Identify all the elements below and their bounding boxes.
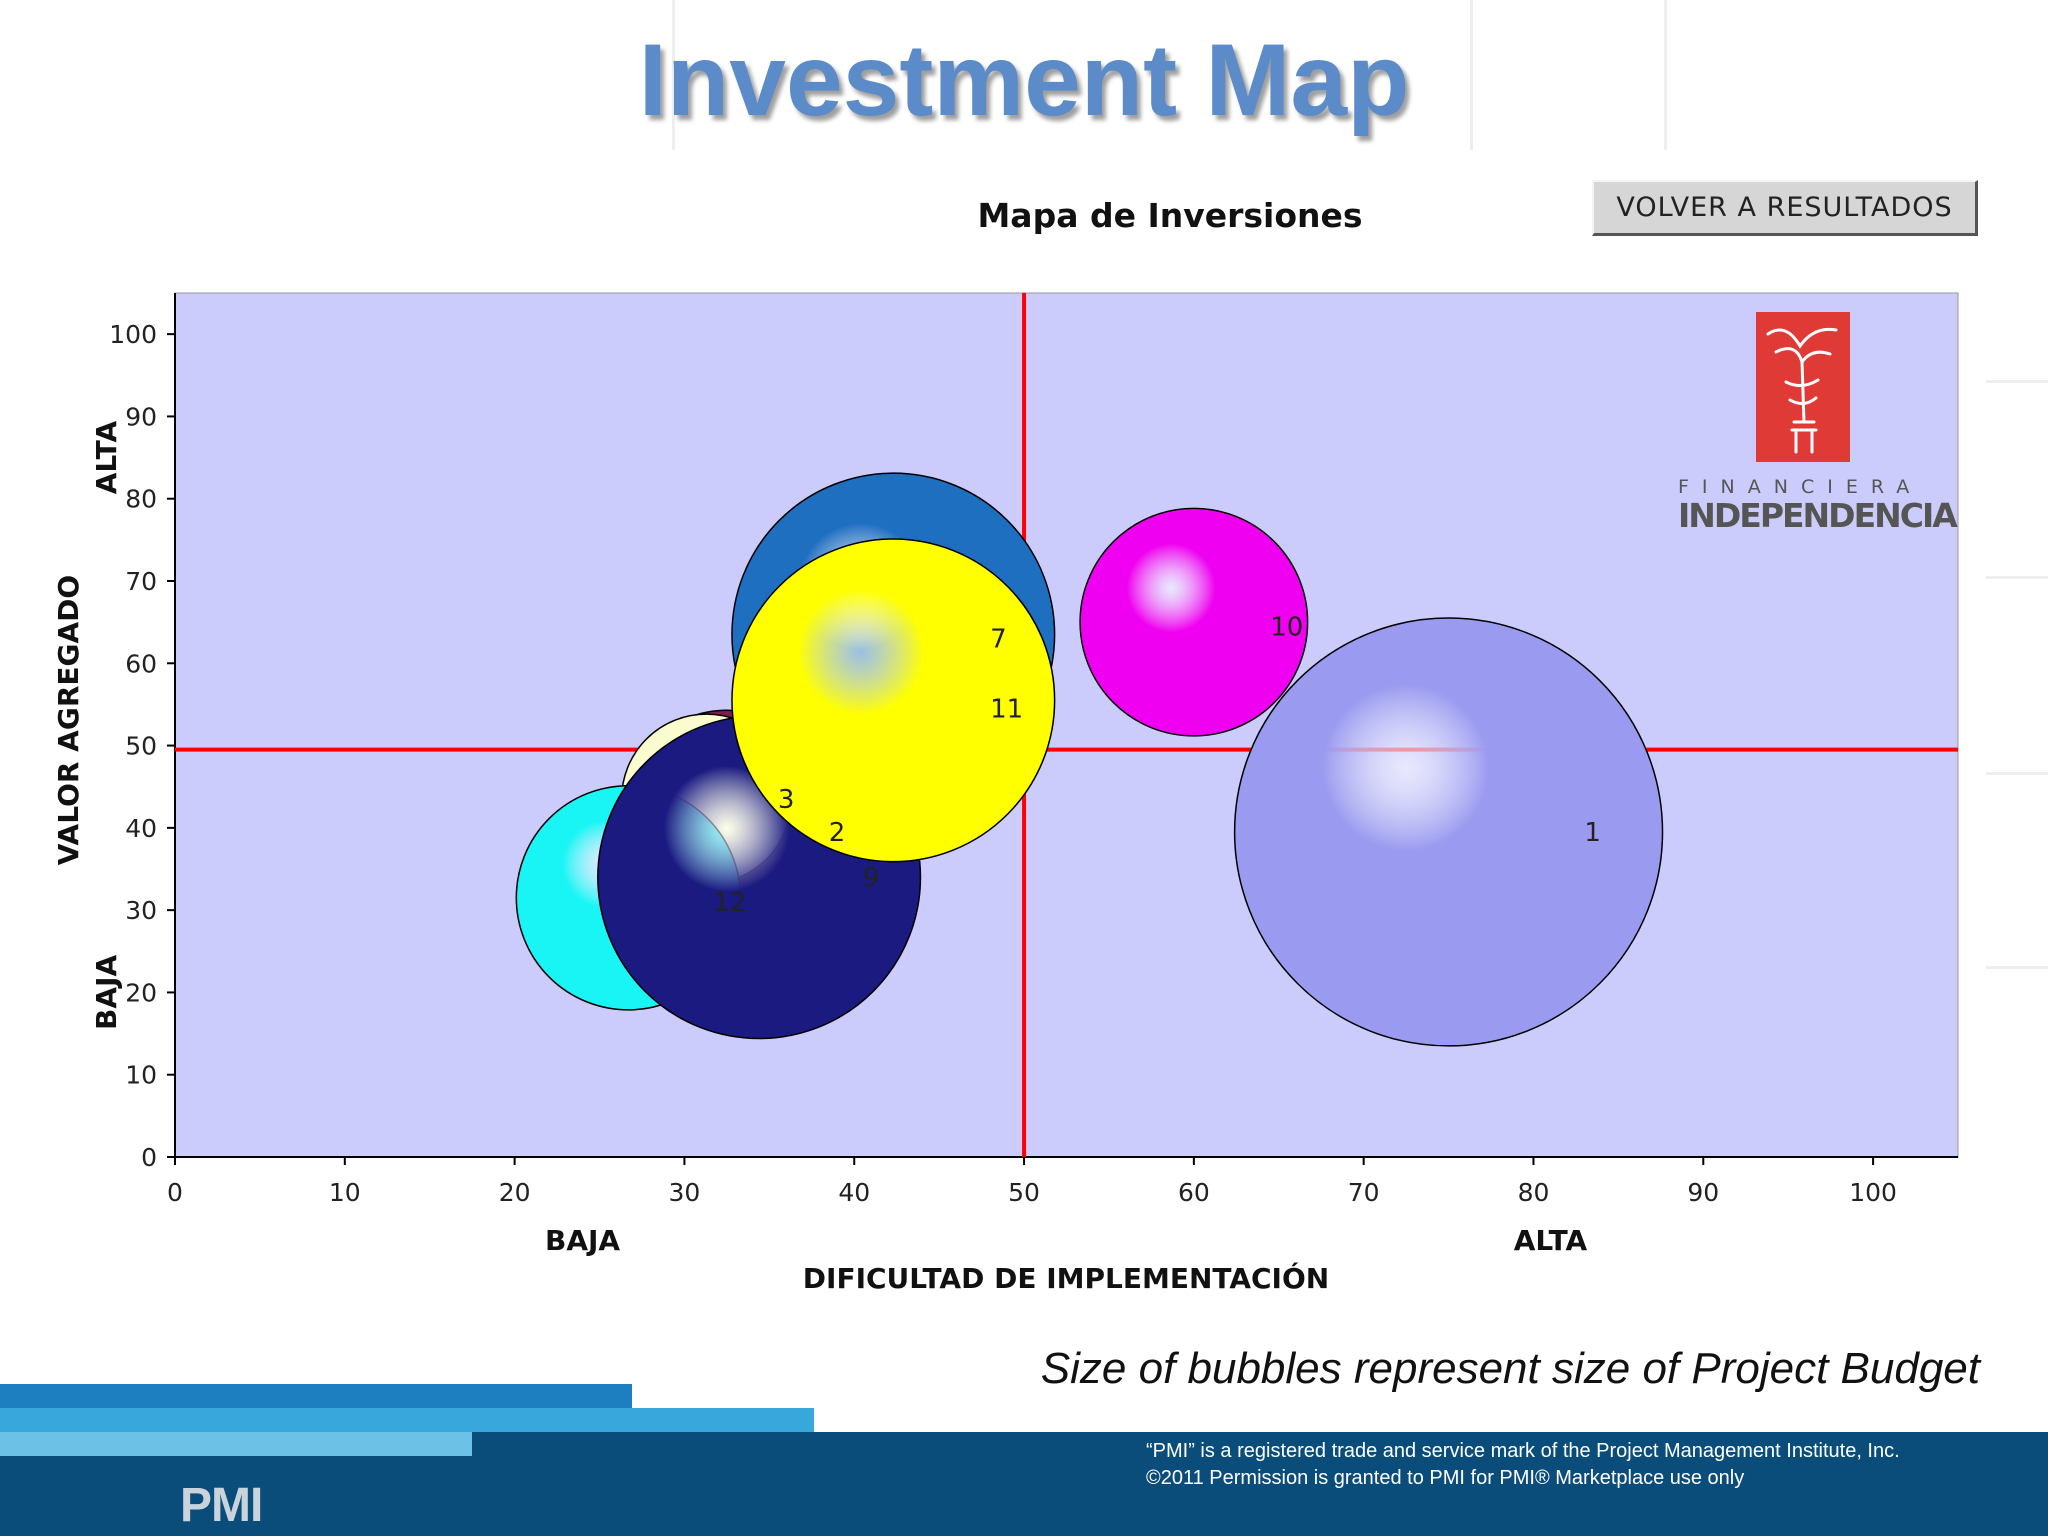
x-tick-label: 60: [1178, 1178, 1210, 1207]
x-tick-label: 80: [1518, 1178, 1550, 1207]
y-low-label: BAJA: [90, 955, 123, 1030]
x-low-label: BAJA: [545, 1224, 620, 1257]
footer-legal-line-1: “PMI” is a registered trade and service …: [1146, 1440, 1900, 1462]
x-tick-label: 70: [1348, 1178, 1380, 1207]
x-axis-title: DIFICULTAD DE IMPLEMENTACIÓN: [803, 1261, 1329, 1295]
x-tick-label: 30: [669, 1178, 701, 1207]
x-tick-label: 100: [1849, 1178, 1897, 1207]
y-tick-label: 30: [125, 896, 157, 925]
bubble-label-7: 7: [990, 625, 1007, 655]
x-tick-label: 50: [1008, 1178, 1040, 1207]
background-line: [1470, 0, 1473, 150]
background-line: [1986, 380, 2048, 383]
footer-stripe: [0, 1432, 472, 1456]
x-tick-label: 20: [499, 1178, 531, 1207]
y-tick-label: 50: [125, 732, 157, 761]
y-tick-label: 20: [125, 978, 157, 1007]
y-tick-label: 90: [125, 402, 157, 431]
background-line: [1664, 0, 1667, 150]
slide-title: Investment Map: [638, 23, 1410, 137]
background-line: [1986, 966, 2048, 969]
background-line: [672, 0, 675, 150]
bubble-label-2: 2: [829, 818, 846, 848]
footer-legal-text: “PMI” is a registered trade and service …: [1146, 1438, 1900, 1492]
pmi-logo: PMI: [180, 1479, 263, 1532]
logo-name: INDEPENDENCIA: [1678, 496, 1958, 535]
background-line: [1986, 576, 2048, 579]
plot-area: [174, 292, 1959, 1158]
y-tick-label: 80: [125, 485, 157, 514]
bubble-label-1: 1: [1584, 818, 1601, 848]
logo-subtitle: FINANCIERA: [1678, 476, 1923, 498]
y-tick-label: 0: [141, 1143, 157, 1172]
bubble-11: [731, 538, 1056, 863]
x-tick-label: 10: [329, 1178, 361, 1207]
bubble-label-11: 11: [990, 695, 1023, 725]
bubble-label-9: 9: [863, 863, 880, 893]
y-axis-title: VALOR AGREGADO: [52, 575, 85, 865]
y-tick-label: 70: [125, 567, 157, 596]
bubble-label-12: 12: [713, 888, 746, 918]
x-tick-label: 0: [167, 1178, 183, 1207]
bubble-label-10: 10: [1270, 612, 1303, 642]
x-tick-label: 90: [1687, 1178, 1719, 1207]
footer-stripe: [0, 1384, 632, 1408]
bubble-size-note: Size of bubbles represent size of Projec…: [1040, 1344, 1980, 1393]
bubble-chart: 0 10 20 30 40 50 60 70 80 90 100 0 10 20 30 40 50 60 70 80 9…: [52, 292, 1959, 1295]
chart-title: Mapa de Inversiones: [977, 196, 1363, 235]
y-tick-label: 100: [109, 320, 157, 349]
background-line: [1986, 772, 2048, 775]
y-tick-label: 40: [125, 814, 157, 843]
logo-emblem-icon: [1756, 312, 1850, 462]
y-tick-label: 60: [125, 649, 157, 678]
y-high-label: ALTA: [90, 421, 123, 495]
footer-legal-line-2: ©2011 Permission is granted to PMI for P…: [1146, 1467, 1745, 1489]
volver-a-resultados-button[interactable]: VOLVER A RESULTADOS: [1592, 180, 1978, 236]
bubble-1: [1233, 617, 1664, 1047]
bubble-label-3: 3: [778, 785, 795, 815]
y-tick-label: 10: [125, 1061, 157, 1090]
bubble-10: [1079, 507, 1309, 737]
footer-stripe: [0, 1408, 814, 1432]
x-high-label: ALTA: [1514, 1224, 1588, 1257]
x-tick-label: 40: [838, 1178, 870, 1207]
